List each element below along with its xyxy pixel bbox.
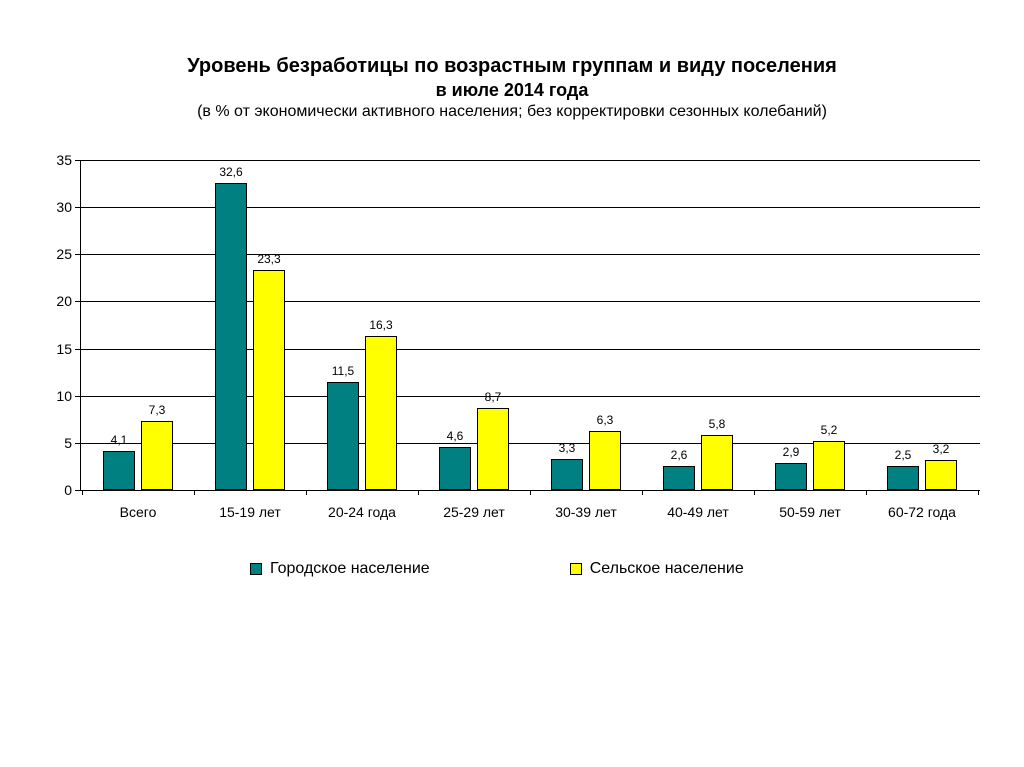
gridline <box>80 160 980 161</box>
bar-value-label: 2,6 <box>671 448 688 462</box>
bar <box>813 441 845 490</box>
bar <box>775 463 807 490</box>
y-tick-label: 35 <box>56 152 72 168</box>
legend-swatch <box>570 563 582 575</box>
y-tick-label: 30 <box>56 199 72 215</box>
x-tick-mark <box>194 490 195 495</box>
bar <box>701 435 733 490</box>
bar <box>589 431 621 490</box>
y-tick-label: 20 <box>56 293 72 309</box>
x-tick-label: 60-72 года <box>888 504 956 520</box>
legend-label: Сельское население <box>590 560 744 578</box>
bar-value-label: 6,3 <box>597 413 614 427</box>
legend-item: Городское население <box>250 560 430 578</box>
bar <box>253 270 285 490</box>
chart-title-line2: в июле 2014 года <box>0 80 1024 101</box>
y-tick-mark <box>75 207 80 208</box>
x-tick-label: 50-59 лет <box>779 504 841 520</box>
bar-value-label: 8,7 <box>485 390 502 404</box>
y-tick-label: 0 <box>64 482 72 498</box>
y-tick-label: 10 <box>56 388 72 404</box>
bar-value-label: 16,3 <box>369 318 392 332</box>
chart-legend: Городское население Сельское население <box>250 560 744 578</box>
y-tick-label: 5 <box>64 435 72 451</box>
bar <box>925 460 957 490</box>
legend-label: Городское население <box>270 560 430 578</box>
bar <box>477 408 509 490</box>
x-tick-mark <box>866 490 867 495</box>
bar <box>141 421 173 490</box>
x-tick-mark <box>82 490 83 495</box>
x-tick-mark <box>530 490 531 495</box>
bar-value-label: 11,5 <box>332 364 354 378</box>
bar <box>103 451 135 490</box>
bar-value-label: 5,8 <box>709 417 726 431</box>
bar <box>887 466 919 490</box>
bar-value-label: 3,2 <box>933 442 950 456</box>
y-tick-label: 15 <box>56 341 72 357</box>
chart-title-line1: Уровень безработицы по возрастным группа… <box>0 55 1024 78</box>
y-tick-label: 25 <box>56 246 72 262</box>
x-tick-label: 25-29 лет <box>443 504 505 520</box>
bar-value-label: 2,9 <box>783 445 800 459</box>
chart-title-block: Уровень безработицы по возрастным группа… <box>0 55 1024 121</box>
x-tick-label: 15-19 лет <box>219 504 281 520</box>
y-tick-mark <box>75 490 80 491</box>
bar <box>327 382 359 490</box>
y-tick-mark <box>75 443 80 444</box>
y-axis <box>80 160 81 490</box>
bar-value-label: 23,3 <box>257 252 280 266</box>
chart-title-line3: (в % от экономически активного населения… <box>0 103 1024 121</box>
bar-value-label: 2,5 <box>895 448 912 462</box>
bar <box>215 183 247 490</box>
bar-value-label: 4,1 <box>111 433 128 447</box>
x-tick-mark <box>978 490 979 495</box>
x-tick-label: 20-24 года <box>328 504 396 520</box>
x-tick-label: 40-49 лет <box>667 504 729 520</box>
bar <box>439 447 471 490</box>
legend-item: Сельское население <box>570 560 744 578</box>
bar-value-label: 7,3 <box>149 403 166 417</box>
bar <box>551 459 583 490</box>
bar-value-label: 3,3 <box>559 441 576 455</box>
chart-container: Уровень безработицы по возрастным группа… <box>0 0 1024 767</box>
bar <box>663 466 695 491</box>
x-tick-label: 30-39 лет <box>555 504 617 520</box>
bar-value-label: 5,2 <box>821 423 838 437</box>
x-tick-mark <box>754 490 755 495</box>
x-tick-mark <box>306 490 307 495</box>
bar <box>365 336 397 490</box>
y-tick-mark <box>75 160 80 161</box>
y-tick-mark <box>75 349 80 350</box>
x-tick-mark <box>642 490 643 495</box>
x-tick-label: Всего <box>120 504 157 520</box>
y-tick-mark <box>75 254 80 255</box>
plot-area: 05101520253035Всего4,17,315-19 лет32,623… <box>80 160 980 490</box>
legend-swatch <box>250 563 262 575</box>
y-tick-mark <box>75 396 80 397</box>
bar-value-label: 32,6 <box>219 165 242 179</box>
x-tick-mark <box>418 490 419 495</box>
y-tick-mark <box>75 301 80 302</box>
bar-value-label: 4,6 <box>447 429 464 443</box>
